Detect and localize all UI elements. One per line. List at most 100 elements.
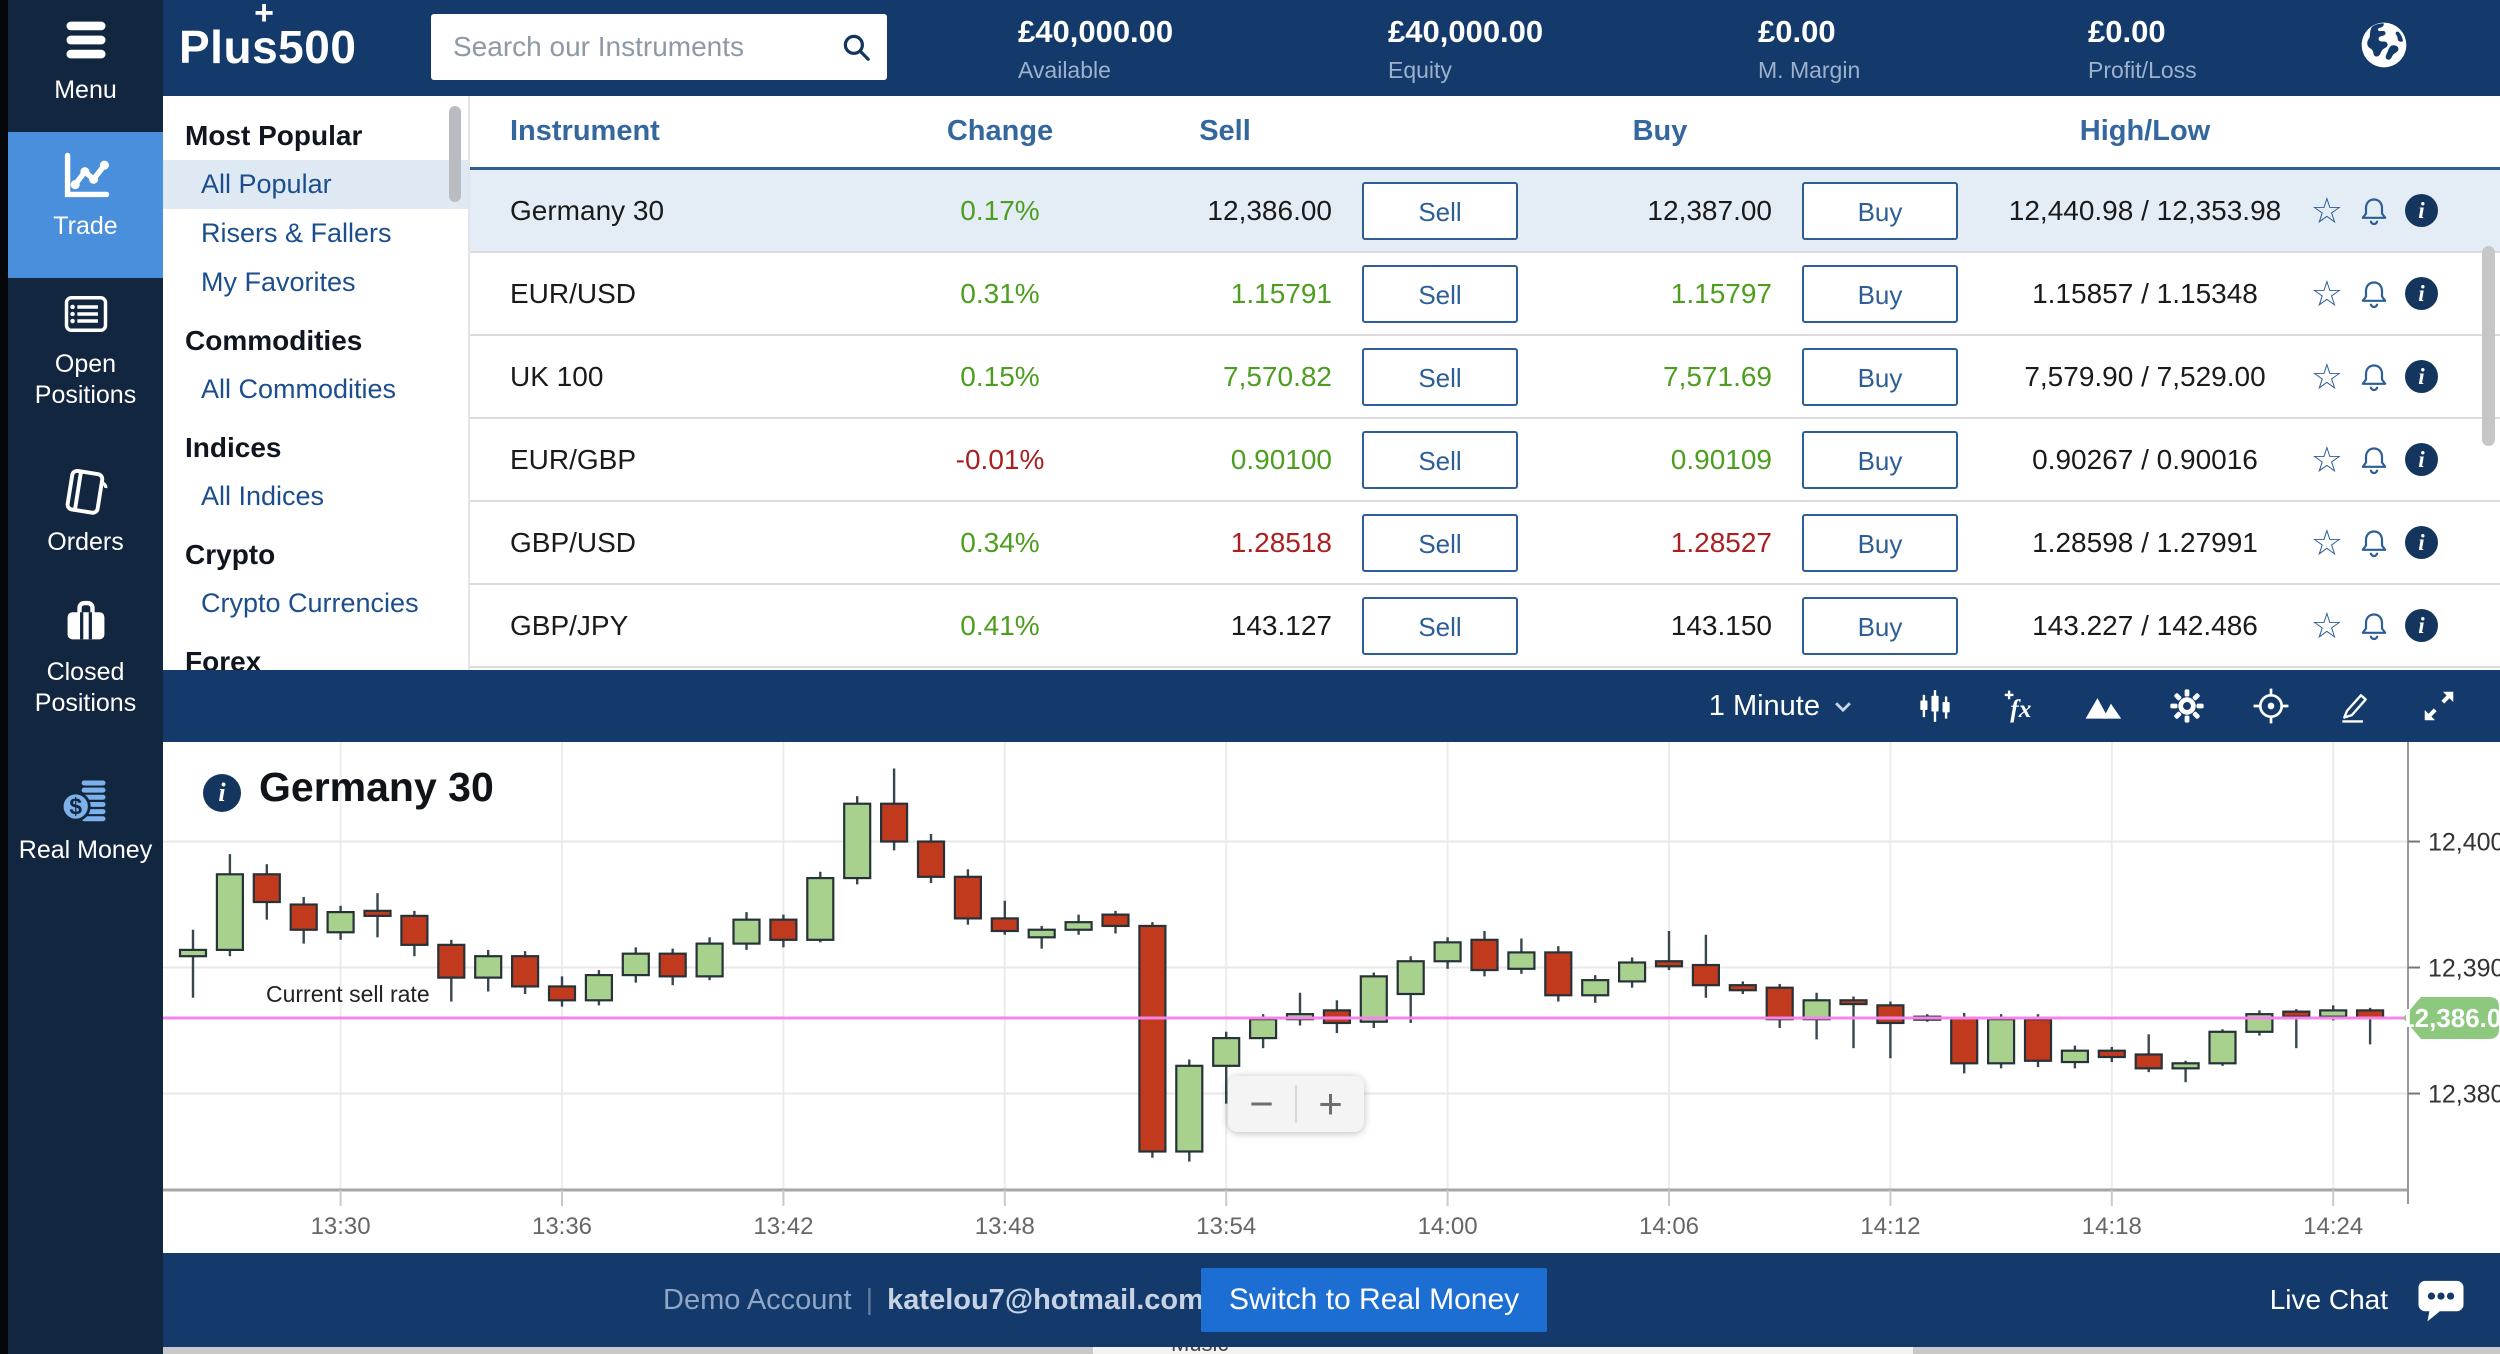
instrument-row-gbp-usd[interactable]: GBP/USD 0.34% 1.28518 Sell 1.28527 Buy 1.28598… xyxy=(470,502,2500,585)
x-axis-label: 13:30 xyxy=(311,1213,371,1240)
sell-button[interactable]: Sell xyxy=(1362,181,1518,240)
category-item-my-favorites[interactable]: My Favorites xyxy=(201,267,356,297)
change-value: -0.01% xyxy=(955,443,1045,475)
alert-bell-icon[interactable] xyxy=(2358,610,2390,642)
current-rate-badge: 12,386.00 xyxy=(2400,996,2500,1039)
instrument-row-eur-usd[interactable]: EUR/USD 0.31% 1.15791 Sell 1.15797 Buy 1.15857… xyxy=(470,253,2500,336)
sell-rate: 0.90100 xyxy=(1230,443,1332,475)
favorite-star-icon[interactable]: ☆ xyxy=(2310,604,2343,646)
sell-button[interactable]: Sell xyxy=(1362,430,1518,489)
stat-profit-loss: £0.00 Profit/Loss xyxy=(2088,14,2197,84)
info-icon[interactable]: i xyxy=(2405,526,2438,559)
category-item-all-popular[interactable]: All Popular xyxy=(163,160,468,209)
sidebar-item-orders[interactable]: Orders xyxy=(8,466,163,558)
buy-button[interactable]: Buy xyxy=(1802,596,1958,655)
sell-button[interactable]: Sell xyxy=(1362,347,1518,406)
live-chat-label: Live Chat xyxy=(2269,1284,2388,1315)
buy-rate: 1.15797 xyxy=(1670,277,1772,309)
alert-bell-icon[interactable] xyxy=(2358,278,2390,310)
favorite-star-icon[interactable]: ☆ xyxy=(2310,521,2343,563)
instrument-row-germany-30[interactable]: Germany 30 0.17% 12,386.00 Sell 12,387.00 Buy… xyxy=(470,170,2500,253)
alert-bell-icon[interactable] xyxy=(2358,444,2390,476)
table-scrollbar[interactable] xyxy=(2482,246,2495,446)
area-chart-icon[interactable] xyxy=(2084,687,2122,725)
buy-button[interactable]: Buy xyxy=(1802,513,1958,572)
indicators-icon[interactable]: fx xyxy=(2000,687,2038,725)
buy-rate: 7,571.69 xyxy=(1663,360,1772,392)
globe-language-icon[interactable] xyxy=(2355,16,2413,74)
stat-label: Equity xyxy=(1388,57,1452,83)
alert-bell-icon[interactable] xyxy=(2358,527,2390,559)
info-icon[interactable]: i xyxy=(2405,609,2438,642)
trade-icon xyxy=(60,150,112,202)
sell-button[interactable]: Sell xyxy=(1362,264,1518,323)
stat-available: £40,000.00 Available xyxy=(1018,14,1173,84)
settings-icon[interactable] xyxy=(2168,687,2206,725)
row-actions: ☆ i xyxy=(2310,189,2500,231)
info-icon[interactable]: i xyxy=(2405,360,2438,393)
info-icon[interactable]: i xyxy=(2405,277,2438,310)
sidebar-item-open-positions[interactable]: Open Positions xyxy=(8,288,163,411)
sidebar-item-closed-positions[interactable]: Closed Positions xyxy=(8,596,163,719)
candlestick-icon[interactable] xyxy=(1916,687,1954,725)
draw-icon[interactable] xyxy=(2336,687,2374,725)
alert-bell-icon[interactable] xyxy=(2358,361,2390,393)
top-header: Plus+500 £40,000.00 Available £40,000.00 Eq… xyxy=(163,0,2500,96)
background-white-box xyxy=(1093,1347,1913,1354)
sidebar-item-real-money[interactable]: $ Real Money xyxy=(8,774,163,866)
menu-icon xyxy=(60,14,112,66)
column-header-buy: Buy xyxy=(1632,115,1688,147)
fullscreen-icon[interactable] xyxy=(2420,687,2458,725)
change-value: 0.31% xyxy=(960,277,1040,309)
alert-bell-icon[interactable] xyxy=(2358,195,2390,227)
buy-rate: 1.28527 xyxy=(1670,526,1772,558)
account-email: katelou7@hotmail.com xyxy=(887,1283,1204,1316)
sell-button[interactable]: Sell xyxy=(1362,596,1518,655)
stat-label: Profit/Loss xyxy=(2088,57,2197,83)
switch-to-real-money-button[interactable]: Switch to Real Money xyxy=(1201,1268,1548,1332)
sidebar-item-label: Closed Positions xyxy=(34,658,137,717)
chart-info-icon[interactable]: i xyxy=(203,774,241,812)
search-icon[interactable] xyxy=(839,30,873,64)
favorite-star-icon[interactable]: ☆ xyxy=(2310,355,2343,397)
sell-button[interactable]: Sell xyxy=(1362,513,1518,572)
change-value: 0.34% xyxy=(960,526,1040,558)
favorite-star-icon[interactable]: ☆ xyxy=(2310,272,2343,314)
stat-value: £40,000.00 xyxy=(1388,14,1544,49)
main-nav-sidebar: Menu Trade Open Positions Orders Closed Posi… xyxy=(8,0,163,1354)
x-axis-label: 14:00 xyxy=(1418,1213,1478,1240)
favorite-star-icon[interactable]: ☆ xyxy=(2310,438,2343,480)
stat-label: M. Margin xyxy=(1758,57,1861,83)
category-item-all-indices[interactable]: All Indices xyxy=(201,481,325,511)
sell-rate: 7,570.82 xyxy=(1223,360,1332,392)
buy-button[interactable]: Buy xyxy=(1802,347,1958,406)
live-chat-button[interactable]: Live Chat xyxy=(2270,1253,2470,1347)
crosshair-icon[interactable] xyxy=(2252,687,2290,725)
instrument-row-eur-gbp[interactable]: EUR/GBP -0.01% 0.90100 Sell 0.90109 Buy 0.9026… xyxy=(470,419,2500,502)
search-input[interactable] xyxy=(451,30,839,64)
category-item-all-commodities[interactable]: All Commodities xyxy=(201,374,397,404)
buy-button[interactable]: Buy xyxy=(1802,264,1958,323)
category-item-risers-fallers[interactable]: Risers & Fallers xyxy=(201,218,392,248)
zoom-in-button[interactable]: + xyxy=(1318,1080,1343,1127)
instrument-row-gbp-jpy[interactable]: GBP/JPY 0.41% 143.127 Sell 143.150 Buy 143.227… xyxy=(470,585,2500,668)
sidebar-item-trade[interactable]: Trade xyxy=(8,132,163,278)
buy-button[interactable]: Buy xyxy=(1802,181,1958,240)
category-group-title: Indices xyxy=(185,432,282,463)
separator: | xyxy=(865,1283,874,1316)
sidebar-item-menu[interactable]: Menu xyxy=(8,14,163,106)
instrument-row-uk-100[interactable]: UK 100 0.15% 7,570.82 Sell 7,571.69 Buy 7,579.… xyxy=(470,336,2500,419)
zoom-out-button[interactable]: − xyxy=(1249,1080,1274,1127)
category-item-crypto-currencies[interactable]: Crypto Currencies xyxy=(201,588,419,618)
x-axis-label: 13:42 xyxy=(753,1213,813,1240)
x-axis-label: 13:48 xyxy=(975,1213,1035,1240)
zoom-divider xyxy=(1295,1085,1297,1123)
info-icon[interactable]: i xyxy=(2405,194,2438,227)
favorite-star-icon[interactable]: ☆ xyxy=(2310,189,2343,231)
buy-button[interactable]: Buy xyxy=(1802,430,1958,489)
sell-rate: 12,386.00 xyxy=(1207,194,1332,226)
category-scrollbar[interactable] xyxy=(449,106,461,202)
info-icon[interactable]: i xyxy=(2405,443,2438,476)
high-low-value: 143.227 / 142.486 xyxy=(2032,609,2258,641)
timeframe-dropdown[interactable]: 1 Minute xyxy=(1709,690,1854,723)
